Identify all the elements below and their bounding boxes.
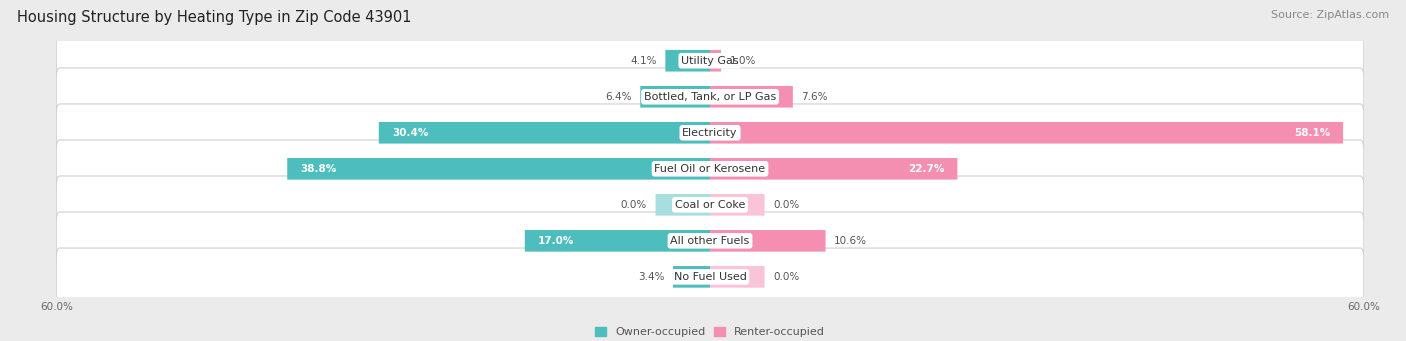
FancyBboxPatch shape	[710, 50, 721, 72]
Text: 38.8%: 38.8%	[301, 164, 336, 174]
FancyBboxPatch shape	[56, 176, 1364, 234]
FancyBboxPatch shape	[56, 248, 1364, 306]
Text: Bottled, Tank, or LP Gas: Bottled, Tank, or LP Gas	[644, 92, 776, 102]
Legend: Owner-occupied, Renter-occupied: Owner-occupied, Renter-occupied	[595, 327, 825, 337]
FancyBboxPatch shape	[56, 32, 1364, 90]
Text: 0.0%: 0.0%	[773, 200, 800, 210]
Text: Electricity: Electricity	[682, 128, 738, 138]
Text: 30.4%: 30.4%	[392, 128, 429, 138]
Text: Source: ZipAtlas.com: Source: ZipAtlas.com	[1271, 10, 1389, 20]
FancyBboxPatch shape	[56, 104, 1364, 162]
FancyBboxPatch shape	[665, 50, 710, 72]
Text: 10.6%: 10.6%	[834, 236, 868, 246]
FancyBboxPatch shape	[710, 266, 765, 288]
FancyBboxPatch shape	[524, 230, 710, 252]
FancyBboxPatch shape	[640, 86, 710, 107]
Text: Housing Structure by Heating Type in Zip Code 43901: Housing Structure by Heating Type in Zip…	[17, 10, 412, 25]
FancyBboxPatch shape	[655, 194, 710, 216]
Text: Utility Gas: Utility Gas	[682, 56, 738, 66]
FancyBboxPatch shape	[710, 86, 793, 107]
FancyBboxPatch shape	[710, 230, 825, 252]
Text: 4.1%: 4.1%	[630, 56, 657, 66]
FancyBboxPatch shape	[56, 140, 1364, 198]
FancyBboxPatch shape	[673, 266, 710, 288]
Text: 22.7%: 22.7%	[908, 164, 945, 174]
Text: 6.4%: 6.4%	[605, 92, 631, 102]
FancyBboxPatch shape	[287, 158, 710, 180]
FancyBboxPatch shape	[378, 122, 710, 144]
Text: 1.0%: 1.0%	[730, 56, 756, 66]
FancyBboxPatch shape	[710, 158, 957, 180]
Text: Fuel Oil or Kerosene: Fuel Oil or Kerosene	[654, 164, 766, 174]
Text: 0.0%: 0.0%	[620, 200, 647, 210]
FancyBboxPatch shape	[710, 194, 765, 216]
FancyBboxPatch shape	[56, 68, 1364, 125]
FancyBboxPatch shape	[56, 212, 1364, 270]
Text: Coal or Coke: Coal or Coke	[675, 200, 745, 210]
Text: 0.0%: 0.0%	[773, 272, 800, 282]
Text: No Fuel Used: No Fuel Used	[673, 272, 747, 282]
Text: 17.0%: 17.0%	[538, 236, 574, 246]
Text: 3.4%: 3.4%	[638, 272, 664, 282]
Text: 58.1%: 58.1%	[1294, 128, 1330, 138]
Text: 7.6%: 7.6%	[801, 92, 828, 102]
Text: All other Fuels: All other Fuels	[671, 236, 749, 246]
FancyBboxPatch shape	[710, 122, 1343, 144]
